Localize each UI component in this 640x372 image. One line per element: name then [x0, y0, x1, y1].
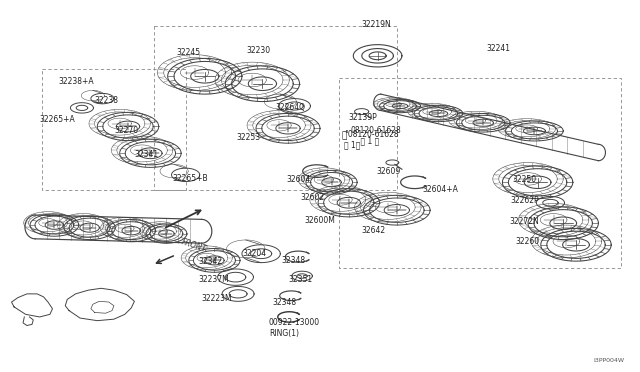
Text: 32237M: 32237M — [198, 275, 229, 284]
Text: 32600M: 32600M — [305, 217, 335, 225]
Text: °08120-61628
、 1〉: °08120-61628 、 1〉 — [344, 130, 399, 149]
Text: Ⓑ: Ⓑ — [341, 131, 346, 140]
Text: 32604: 32604 — [287, 175, 311, 184]
Text: 32204: 32204 — [242, 249, 266, 258]
Text: 32602: 32602 — [301, 193, 325, 202]
Text: 32230: 32230 — [246, 46, 271, 55]
Text: FRONT: FRONT — [180, 237, 208, 254]
Text: 32260: 32260 — [515, 237, 540, 246]
Text: 32604+A: 32604+A — [422, 185, 458, 194]
Text: 32219N: 32219N — [362, 20, 391, 29]
Text: 32262P: 32262P — [511, 196, 540, 205]
Text: 32351: 32351 — [288, 275, 312, 284]
Text: 32348: 32348 — [282, 256, 306, 265]
Text: 32609: 32609 — [376, 167, 401, 176]
Text: 32250: 32250 — [512, 175, 536, 184]
Text: 32238+A: 32238+A — [59, 77, 95, 86]
Text: 32272N: 32272N — [509, 217, 539, 226]
Text: 32264Q: 32264Q — [275, 103, 305, 112]
Text: 32642: 32642 — [362, 226, 386, 235]
Text: 32253: 32253 — [237, 133, 261, 142]
Text: I3PP004W: I3PP004W — [593, 358, 624, 363]
Text: 32245: 32245 — [176, 48, 200, 57]
Text: 00922-13000
RING(1): 00922-13000 RING(1) — [269, 318, 320, 338]
Text: 08120-61628
    〈 1 〉: 08120-61628 〈 1 〉 — [351, 126, 401, 145]
Text: 32265+B: 32265+B — [173, 174, 209, 183]
Text: 32265+A: 32265+A — [40, 115, 76, 124]
Text: 32348: 32348 — [272, 298, 296, 307]
Text: 32270: 32270 — [114, 126, 138, 135]
Text: 32342: 32342 — [198, 257, 223, 266]
Text: 32238: 32238 — [95, 96, 119, 105]
Text: 32341: 32341 — [134, 150, 159, 159]
Text: 32223M: 32223M — [202, 294, 232, 303]
Text: 32139P: 32139P — [349, 113, 378, 122]
Text: 32241: 32241 — [486, 44, 511, 53]
